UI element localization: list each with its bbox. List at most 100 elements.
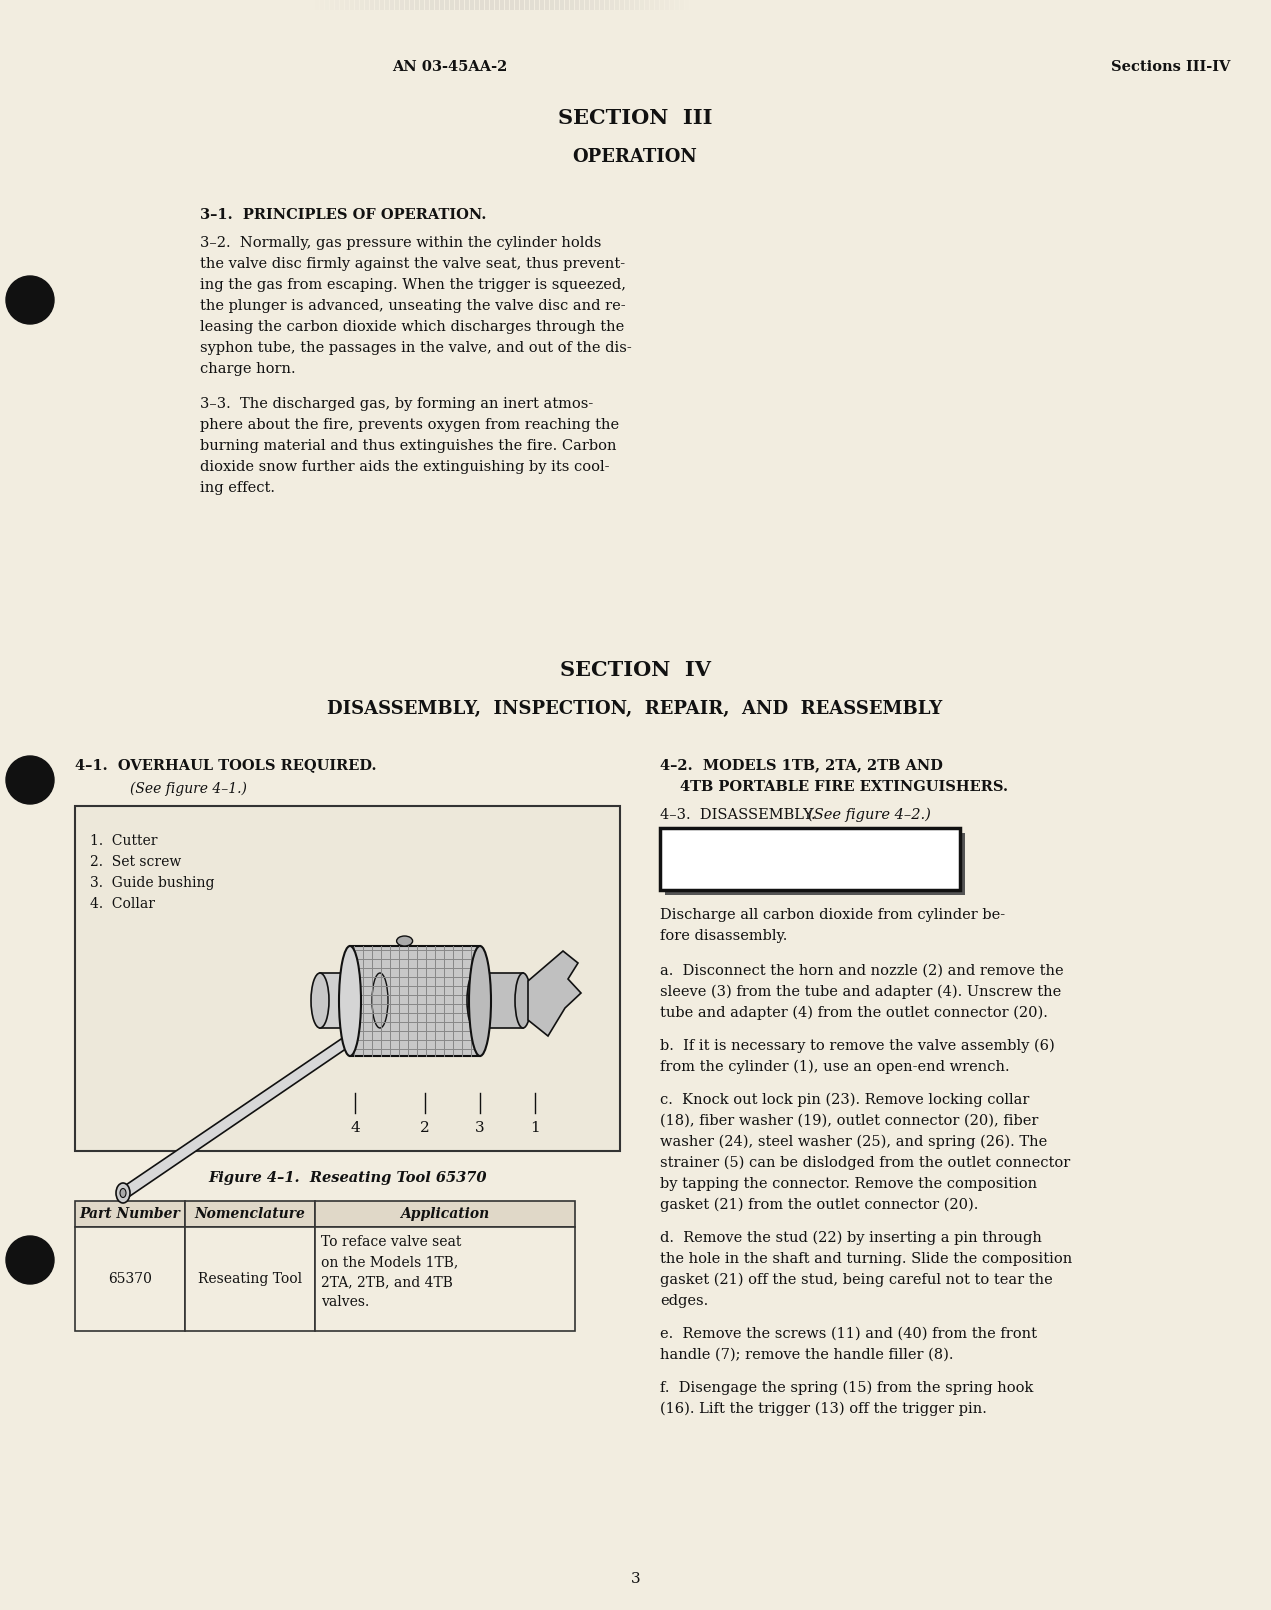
Text: 1.  Cutter: 1. Cutter <box>90 834 158 848</box>
Bar <box>595 0 599 10</box>
Bar <box>445 0 449 10</box>
Ellipse shape <box>311 972 329 1029</box>
Bar <box>350 947 480 1056</box>
Text: Discharge all carbon dioxide from cylinder be-: Discharge all carbon dioxide from cylind… <box>660 908 1005 923</box>
Bar <box>665 0 669 10</box>
Bar <box>641 0 644 10</box>
Bar <box>649 0 655 10</box>
Bar <box>680 0 684 10</box>
Text: 3: 3 <box>475 1121 484 1135</box>
Text: e.  Remove the screws (11) and (40) from the front: e. Remove the screws (11) and (40) from … <box>660 1327 1037 1341</box>
Ellipse shape <box>119 1188 126 1198</box>
Bar <box>411 0 414 10</box>
Bar <box>510 0 513 10</box>
Text: by tapping the connector. Remove the composition: by tapping the connector. Remove the com… <box>660 1177 1037 1191</box>
Bar <box>574 0 580 10</box>
Bar <box>615 0 619 10</box>
Text: the hole in the shaft and turning. Slide the composition: the hole in the shaft and turning. Slide… <box>660 1253 1073 1265</box>
Ellipse shape <box>397 935 413 947</box>
Text: a.  Disconnect the horn and nozzle (2) and remove the: a. Disconnect the horn and nozzle (2) an… <box>660 964 1064 977</box>
Bar <box>569 0 574 10</box>
Bar <box>535 0 539 10</box>
Bar <box>75 807 620 1151</box>
Text: 3–1.  PRINCIPLES OF OPERATION.: 3–1. PRINCIPLES OF OPERATION. <box>200 208 487 222</box>
Circle shape <box>6 275 53 324</box>
Bar <box>610 0 614 10</box>
Text: (See figure 4–2.): (See figure 4–2.) <box>808 808 930 823</box>
Bar <box>685 0 689 10</box>
Bar <box>644 0 649 10</box>
Bar <box>590 0 594 10</box>
Text: charge horn.: charge horn. <box>200 362 296 377</box>
Ellipse shape <box>515 972 531 1029</box>
Bar <box>660 828 960 890</box>
Text: SECTION  IV: SECTION IV <box>559 660 710 679</box>
Bar <box>350 0 355 10</box>
Bar <box>625 0 629 10</box>
Text: handle (7); remove the handle filler (8).: handle (7); remove the handle filler (8)… <box>660 1348 953 1362</box>
Bar <box>655 0 658 10</box>
Text: gasket (21) off the stud, being careful not to tear the: gasket (21) off the stud, being careful … <box>660 1274 1052 1288</box>
Bar <box>530 0 534 10</box>
Text: leasing the carbon dioxide which discharges through the: leasing the carbon dioxide which dischar… <box>200 320 624 333</box>
Text: sleeve (3) from the tube and adapter (4). Unscrew the: sleeve (3) from the tube and adapter (4)… <box>660 985 1061 1000</box>
Bar <box>320 0 324 10</box>
Bar <box>675 0 679 10</box>
Bar <box>430 0 433 10</box>
Ellipse shape <box>466 972 483 1029</box>
Text: Reseating Tool: Reseating Tool <box>198 1272 302 1286</box>
Text: d.  Remove the stud (22) by inserting a pin through: d. Remove the stud (22) by inserting a p… <box>660 1232 1042 1246</box>
Bar <box>341 0 344 10</box>
Text: dioxide snow further aids the extinguishing by its cool-: dioxide snow further aids the extinguish… <box>200 460 610 473</box>
Text: strainer (5) can be dislodged from the outlet connector: strainer (5) can be dislodged from the o… <box>660 1156 1070 1170</box>
Bar <box>566 0 569 10</box>
Text: fore disassembly.: fore disassembly. <box>660 929 787 943</box>
Bar <box>375 0 379 10</box>
Bar <box>320 972 380 1029</box>
Bar <box>450 0 454 10</box>
Polygon shape <box>527 952 581 1035</box>
Text: 3.  Guide bushing: 3. Guide bushing <box>90 876 215 890</box>
Bar <box>315 1227 574 1331</box>
Bar <box>600 0 604 10</box>
Polygon shape <box>117 1016 375 1196</box>
Bar <box>545 0 549 10</box>
Bar <box>465 0 469 10</box>
Text: tube and adapter (4) from the outlet connector (20).: tube and adapter (4) from the outlet con… <box>660 1006 1047 1021</box>
Bar <box>315 1201 574 1227</box>
Bar <box>550 0 554 10</box>
Bar <box>500 0 505 10</box>
Text: To reface valve seat: To reface valve seat <box>322 1235 461 1249</box>
Bar <box>330 0 334 10</box>
Bar <box>405 0 409 10</box>
Bar <box>585 0 588 10</box>
Bar <box>186 1201 315 1227</box>
Bar <box>475 972 522 1029</box>
Bar <box>360 0 364 10</box>
Text: the valve disc firmly against the valve seat, thus prevent-: the valve disc firmly against the valve … <box>200 258 625 270</box>
Text: ing effect.: ing effect. <box>200 481 275 494</box>
Text: c.  Knock out lock pin (23). Remove locking collar: c. Knock out lock pin (23). Remove locki… <box>660 1093 1030 1108</box>
Bar <box>605 0 609 10</box>
Text: (See figure 4–1.): (See figure 4–1.) <box>130 782 247 797</box>
Bar <box>365 0 369 10</box>
Bar <box>555 0 559 10</box>
Bar <box>75 1201 186 1227</box>
Circle shape <box>6 1236 53 1285</box>
Text: on the Models 1TB,: on the Models 1TB, <box>322 1256 459 1269</box>
Text: 2TA, 2TB, and 4TB: 2TA, 2TB, and 4TB <box>322 1275 452 1290</box>
Text: 2.  Set screw: 2. Set screw <box>90 855 182 869</box>
Bar <box>491 0 494 10</box>
Text: Part Number: Part Number <box>80 1208 180 1220</box>
Bar <box>470 0 474 10</box>
Text: valves.: valves. <box>322 1294 370 1309</box>
Text: Figure 4–1.  Reseating Tool 65370: Figure 4–1. Reseating Tool 65370 <box>208 1170 487 1185</box>
Text: washer (24), steel washer (25), and spring (26). The: washer (24), steel washer (25), and spri… <box>660 1135 1047 1150</box>
Text: WARNING: WARNING <box>745 848 874 869</box>
Bar <box>385 0 389 10</box>
Bar <box>475 0 479 10</box>
Text: f.  Disengage the spring (15) from the spring hook: f. Disengage the spring (15) from the sp… <box>660 1381 1033 1396</box>
Text: SECTION  III: SECTION III <box>558 108 712 129</box>
Bar <box>344 0 350 10</box>
Text: DISASSEMBLY,  INSPECTION,  REPAIR,  AND  REASSEMBLY: DISASSEMBLY, INSPECTION, REPAIR, AND REA… <box>328 700 943 718</box>
